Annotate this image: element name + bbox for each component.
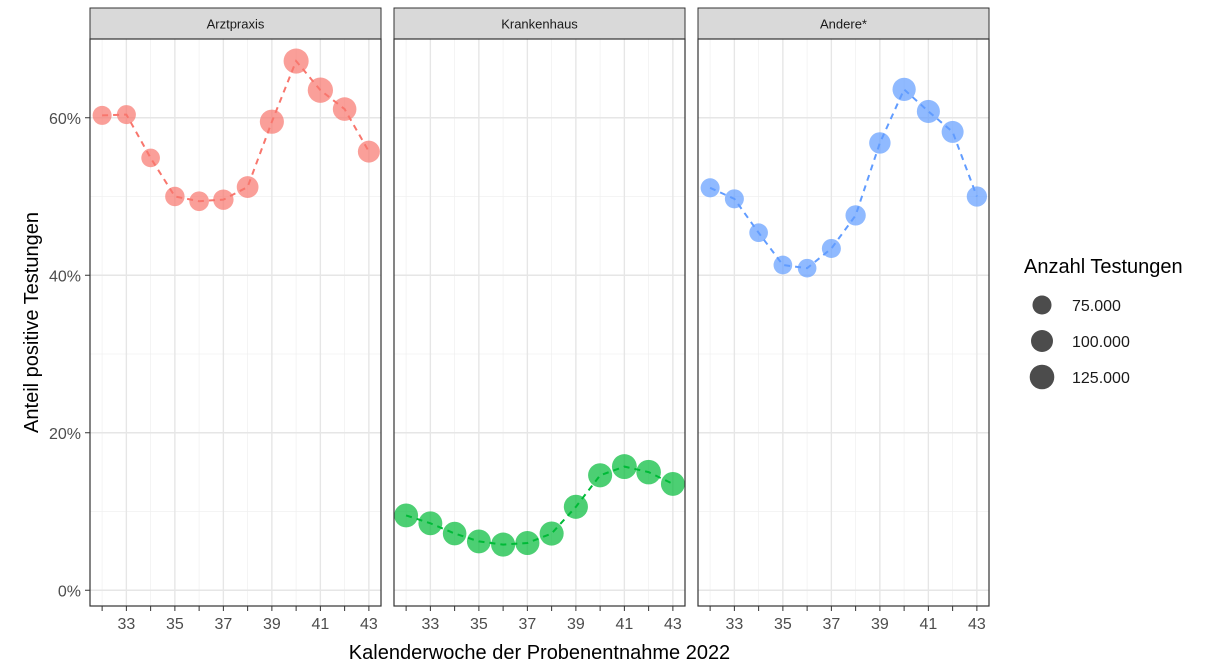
data-point [213,189,234,210]
legend-label: 75.000 [1072,298,1121,315]
data-point [491,532,516,557]
data-point [916,99,940,123]
x-tick-label: 43 [664,616,682,633]
data-point [236,176,259,198]
data-point [332,97,357,121]
legend-label: 125.000 [1072,370,1130,387]
data-point [394,503,419,528]
y-tick-label: 20% [49,426,81,443]
facet-strip-label: Andere* [820,17,867,32]
data-point [636,459,661,485]
x-tick-label: 35 [774,616,792,633]
data-point [797,258,817,278]
data-point [563,494,588,519]
legend-size-key [1029,364,1055,390]
data-point [845,205,866,226]
data-point [611,454,637,480]
panel-background [90,39,381,606]
data-point [869,132,891,154]
x-tick-label: 35 [166,616,184,633]
data-point [941,120,964,143]
facet-andere: Andere* 33 35 37 39 41 43 [697,7,990,633]
data-point [165,186,185,207]
data-point [588,463,613,488]
legend-size-key [1032,295,1052,315]
legend-size-key [1031,330,1053,352]
y-tick-label: 60% [49,111,81,128]
data-point [515,530,540,556]
facet-arztpraxis: Arztpraxis 33 35 37 39 41 43 [89,7,382,633]
data-point [966,186,988,207]
data-point [418,511,443,536]
y-tick-label: 40% [49,268,81,285]
data-point [700,178,720,198]
data-point [892,77,916,102]
data-point [821,238,841,259]
x-axis-title: Kalenderwoche der Probenentnahme 2022 [349,642,730,664]
x-tick-label: 39 [263,616,281,633]
data-point [189,191,209,212]
data-point [660,471,685,496]
legend-title: Anzahl Testungen [1024,256,1183,278]
panel-border [697,38,990,607]
x-tick-label: 35 [470,616,488,633]
legend: Anzahl Testungen 75.000 100.000 125.000 [1024,256,1183,390]
x-tick-label: 43 [360,616,378,633]
panel-border [393,38,686,607]
data-point [92,105,112,125]
x-tick-label: 33 [725,616,743,633]
legend-label: 100.000 [1072,334,1130,351]
x-tick-label: 33 [117,616,135,633]
x-tick-label: 43 [968,616,986,633]
x-tick-label: 41 [311,616,329,633]
y-axis-title: Anteil positive Testungen [21,212,43,433]
data-point [357,140,380,163]
panel-border [89,38,382,607]
x-tick-label: 41 [615,616,633,633]
facet-strip-label: Arztpraxis [207,17,265,32]
data-point [773,255,793,275]
x-tick-label: 41 [919,616,937,633]
data-point [141,148,160,168]
data-point [259,109,284,134]
x-tick-label: 39 [871,616,889,633]
data-point [116,105,136,125]
x-tick-label: 37 [214,616,232,633]
data-point [724,189,744,209]
x-tick-label: 37 [822,616,840,633]
facet-strip-label: Krankenhaus [501,17,578,32]
x-tick-label: 39 [567,616,585,633]
facet-strip [89,7,382,40]
data-point [539,521,564,546]
facet-krankenhaus: Krankenhaus 33 35 37 39 41 43 [393,7,686,633]
data-point [283,48,309,74]
y-tick-label: 0% [58,583,81,600]
x-tick-label: 37 [518,616,536,633]
data-point [749,223,768,243]
facet-strip [697,7,990,40]
data-point [442,521,467,546]
data-point [307,77,334,103]
data-point [466,529,491,554]
x-tick-label: 33 [421,616,439,633]
